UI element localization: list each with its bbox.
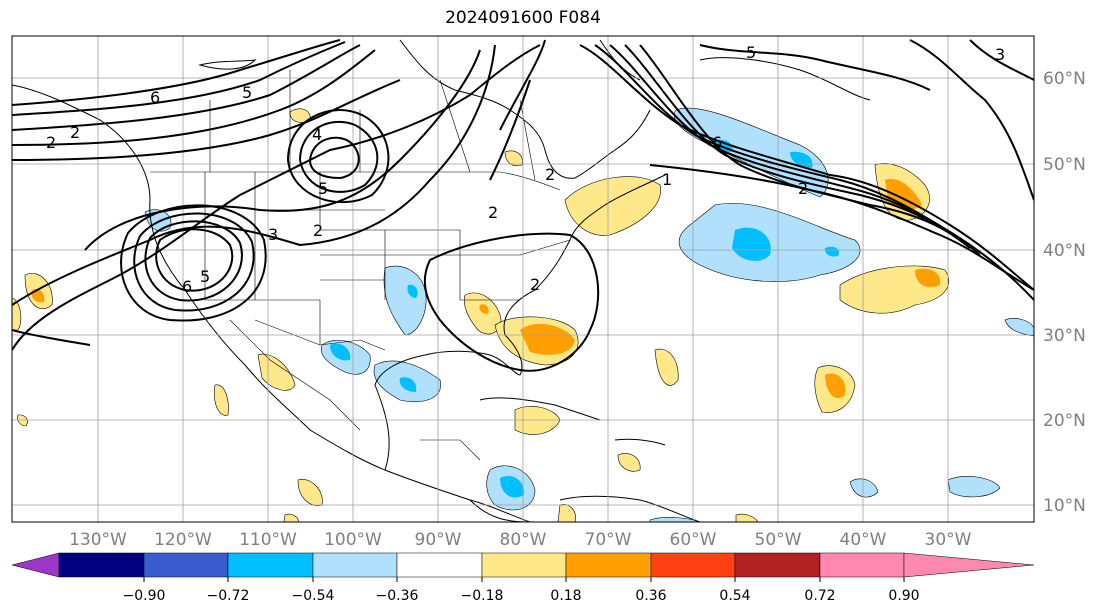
contour-label: 6 (712, 133, 722, 152)
colorbar-segment (650, 552, 736, 578)
colorbar-segment (58, 552, 145, 578)
colorbar-segment (481, 552, 567, 578)
colorbar-label: 0.36 (635, 588, 666, 604)
colorbar-extend-high (903, 552, 1035, 578)
lat-label: 50°N (1043, 155, 1086, 175)
colorbar-label: 0.18 (550, 588, 581, 604)
colorbar-segment (734, 552, 821, 578)
map-frame (11, 35, 1035, 523)
lat-label: 30°N (1043, 326, 1086, 346)
lat-label: 40°N (1043, 241, 1086, 261)
colorbar-label: 0.90 (888, 588, 919, 604)
contour-label: 6 (182, 277, 192, 296)
lon-label: 40°W (840, 530, 887, 550)
latitude-labels: 10°N 20°N 30°N 40°N 50°N 60°N (1043, 69, 1086, 516)
map-content: 6 5 2 2 4 5 3 2 6 5 2 1 6 2 5 3 2 2 (12, 36, 1034, 522)
lon-label: 80°W (500, 530, 547, 550)
political-borders (150, 70, 571, 461)
colorbar-label: 0.54 (719, 588, 750, 604)
contour-label: 2 (46, 133, 56, 152)
contour-label: 2 (798, 179, 808, 198)
colorbar-segment (143, 552, 229, 578)
longitude-labels: 130°W 120°W 110°W 100°W 90°W 80°W 70°W 6… (69, 530, 972, 550)
contour-label: 5 (746, 43, 756, 62)
lon-label: 130°W (69, 530, 127, 550)
contour-label: 4 (312, 125, 322, 144)
contour-label: 2 (70, 123, 80, 142)
contour-label: 5 (318, 179, 328, 198)
colorbar-label: −0.54 (292, 588, 335, 604)
colorbar-label: −0.72 (207, 588, 250, 604)
coastlines (12, 39, 871, 522)
contour-label: 5 (200, 267, 210, 286)
contour-label: 6 (150, 88, 160, 107)
lon-label: 50°W (755, 530, 802, 550)
map-title: 2024091600 F084 (445, 8, 601, 28)
lat-label: 20°N (1043, 411, 1086, 431)
colorbar (11, 552, 1035, 578)
contour-label: 2 (313, 221, 323, 240)
lon-label: 110°W (239, 530, 297, 550)
colorbar-segment (227, 552, 314, 578)
lat-label: 60°N (1043, 69, 1086, 89)
lat-label: 10°N (1043, 496, 1086, 516)
colorbar-segment (312, 552, 398, 578)
lon-label: 60°W (670, 530, 717, 550)
colorbar-extend-low (11, 552, 60, 578)
contour-label-group: 6 5 2 2 4 5 3 2 6 5 2 1 6 2 5 3 2 2 (46, 43, 1005, 296)
colorbar-label: −0.18 (461, 588, 504, 604)
colorbar-label: 0.72 (804, 588, 835, 604)
colorbar-segment (565, 552, 652, 578)
lon-label: 120°W (154, 530, 212, 550)
contour-lines (12, 39, 1034, 372)
contour-label: 2 (530, 275, 540, 294)
contour-label: 2 (545, 165, 555, 184)
negative-anomaly-cores (330, 139, 840, 498)
colorbar-label: −0.90 (123, 588, 166, 604)
negative-anomaly-patches (144, 107, 1034, 522)
contour-label: 2 (488, 203, 498, 222)
colorbar-ticks (143, 577, 905, 582)
lon-label: 100°W (324, 530, 382, 550)
positive-anomaly-cores (31, 179, 941, 399)
contour-label: 1 (662, 170, 672, 189)
graticule (12, 36, 1034, 522)
colorbar-label: −0.36 (376, 588, 419, 604)
lon-label: 30°W (925, 530, 972, 550)
colorbar-segment (819, 552, 905, 578)
contour-label: 3 (995, 45, 1005, 64)
colorbar-segment (396, 552, 483, 578)
lon-label: 90°W (415, 530, 462, 550)
contour-label: 5 (242, 83, 252, 102)
colorbar-labels: −0.90 −0.72 −0.54 −0.36 −0.18 0.18 0.36 … (123, 588, 920, 604)
contour-label: 3 (268, 225, 278, 244)
lon-label: 70°W (585, 530, 632, 550)
